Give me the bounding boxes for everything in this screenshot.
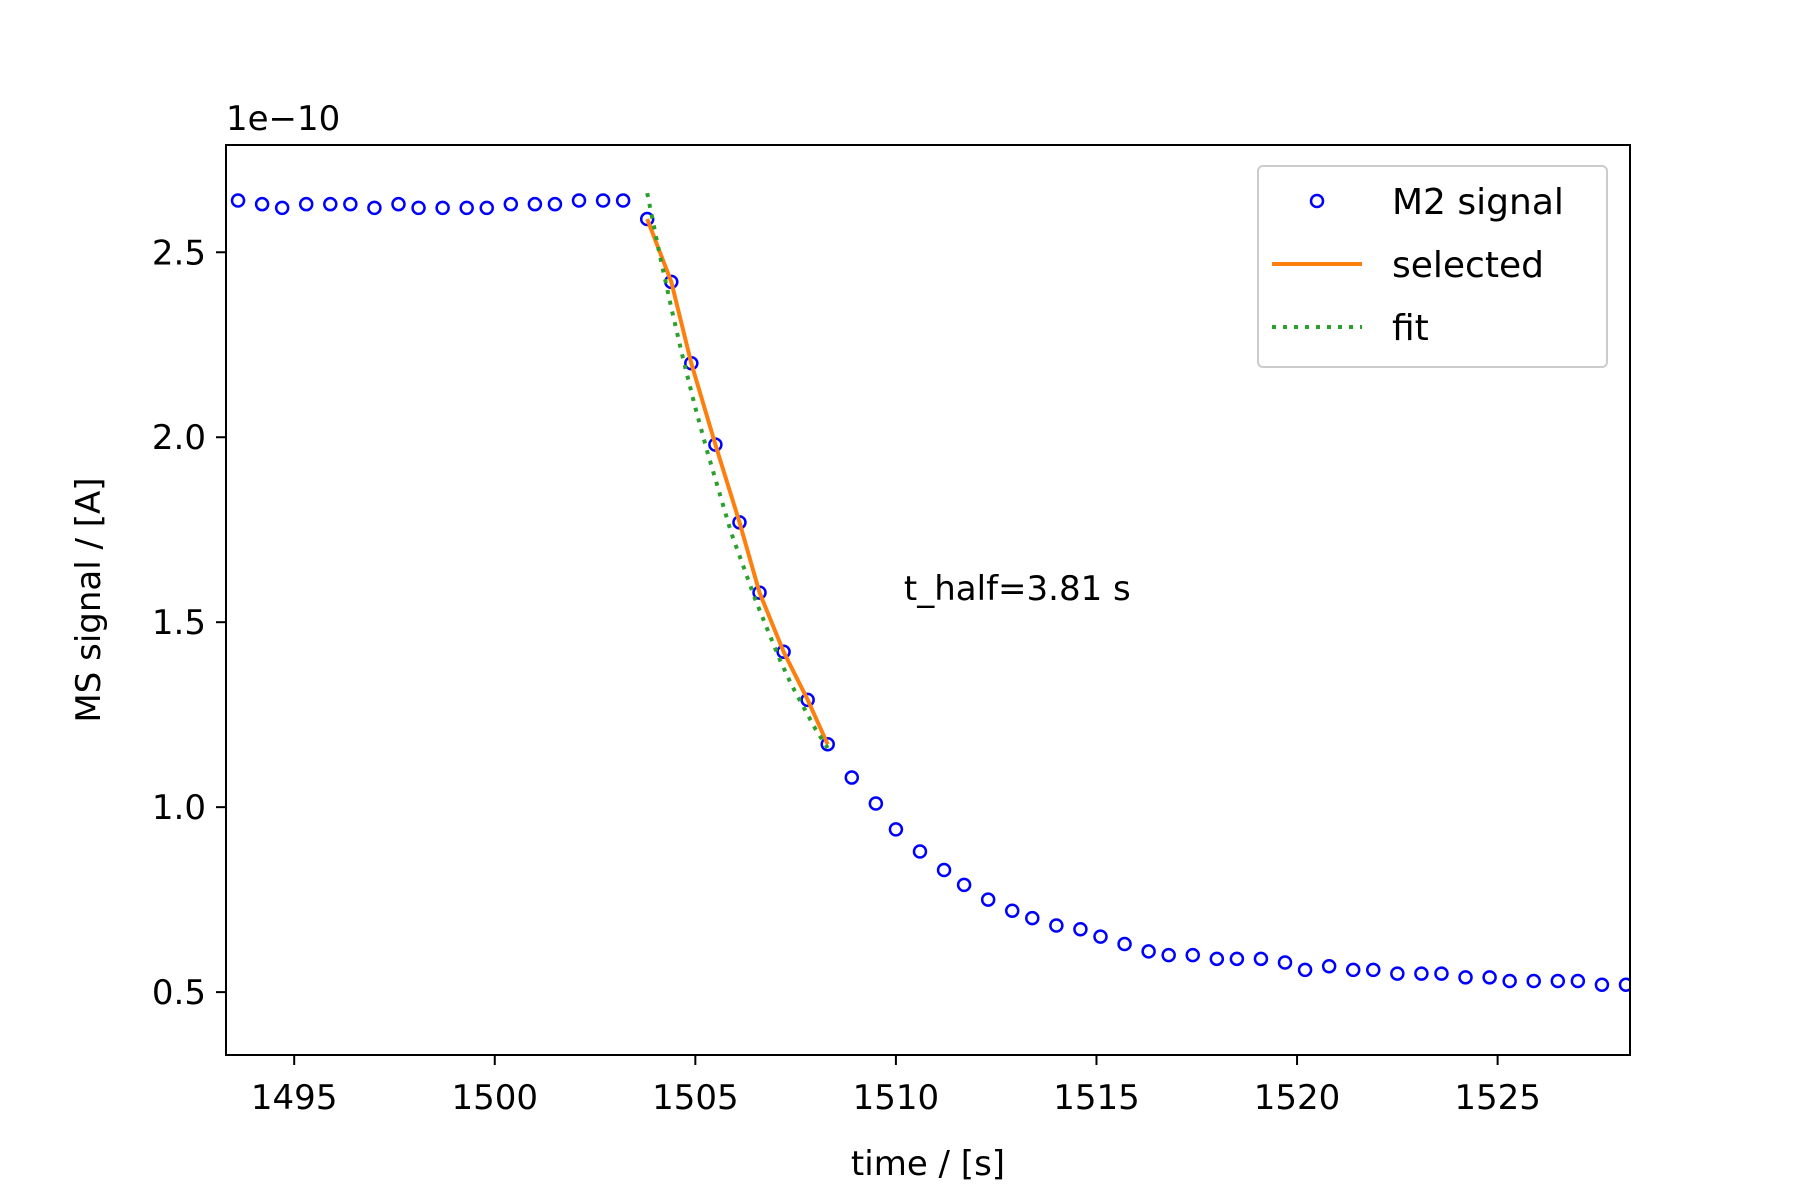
data-point [844,770,860,785]
data-point [1277,955,1293,970]
data-point [1366,962,1381,978]
data-point [1117,936,1132,952]
data-point [1482,970,1497,985]
y-tick-label: 2.5 [152,233,206,273]
data-point [1297,962,1313,978]
data-point [1049,918,1064,933]
y-tick-label: 1.5 [152,603,206,643]
y-tick-label: 1.0 [152,788,206,828]
data-point [230,193,246,208]
data-point [1161,947,1176,963]
x-tick-label: 1495 [251,1078,338,1118]
data-point [1004,903,1020,918]
x-tick-label: 1510 [853,1078,940,1118]
legend-label-m2-signal: M2 signal [1392,182,1564,223]
data-point [615,193,631,208]
data-point [503,196,519,212]
data-point [595,193,611,208]
data-point [547,196,563,212]
data-point [868,796,884,811]
data-point [1185,947,1201,963]
x-tick-label: 1520 [1254,1078,1341,1118]
y-axis-label: MS signal / [A] [69,477,109,722]
x-tick-label: 1515 [1053,1078,1140,1118]
y-tick-label: 0.5 [152,973,206,1013]
series-line-selected [645,218,830,746]
data-point [1141,944,1156,959]
legend-marker-m2-signal [1309,193,1325,209]
data-point [1594,977,1610,992]
data-point [1345,962,1361,978]
data-point [367,200,382,216]
data-point [274,200,290,216]
data-point [980,892,996,907]
data-point [1253,951,1269,967]
data-point [912,844,928,859]
data-point [298,196,314,212]
data-point [1321,958,1337,974]
x-tick-label: 1525 [1454,1078,1541,1118]
data-point [936,862,952,878]
data-point [1550,973,1566,989]
series-line-fit [645,192,830,750]
data-point [343,196,358,212]
data-point [776,644,791,660]
y-axis: 0.5 1.0 1.5 2.0 2.5 [152,233,226,1013]
x-tick-label: 1505 [652,1078,739,1118]
x-axis: 1495 1500 1505 1510 1515 1520 1525 [251,1055,1541,1118]
annotation-t-half: t_half=3.81 s [904,569,1131,609]
data-point [323,196,338,212]
data-point [1229,951,1245,967]
data-point [527,196,543,212]
x-axis-label: time / [s] [851,1144,1005,1184]
data-point [1526,973,1541,989]
data-point [411,200,426,216]
data-point [1618,977,1630,992]
data-point [888,822,904,837]
y-tick-label: 2.0 [152,418,206,458]
data-point [391,196,406,212]
series-layer [230,192,1630,992]
series-m2-signal [230,193,1630,992]
y-scale-label: 1e−10 [226,99,340,139]
data-point [1025,910,1040,926]
data-point [1093,929,1108,944]
legend-label-fit: fit [1392,308,1429,349]
data-point [820,737,835,752]
data-point [1502,973,1517,989]
data-point [1570,973,1586,989]
data-point [459,200,474,216]
plot-area-frame [225,144,1631,1056]
data-point [956,877,972,893]
data-point [1434,966,1449,981]
data-point [639,211,655,227]
data-point [1073,921,1088,937]
data-point [1414,966,1429,981]
data-point [571,193,587,208]
data-point [1209,951,1225,967]
legend-label-selected: selected [1392,245,1544,286]
legend-frame [1257,165,1608,368]
legend: M2 signal selected fit [1257,165,1608,368]
data-point [1458,970,1473,985]
data-point [1390,966,1405,981]
data-point [435,200,450,216]
data-point [479,200,494,216]
x-tick-label: 1500 [452,1078,539,1118]
data-point [254,196,270,212]
